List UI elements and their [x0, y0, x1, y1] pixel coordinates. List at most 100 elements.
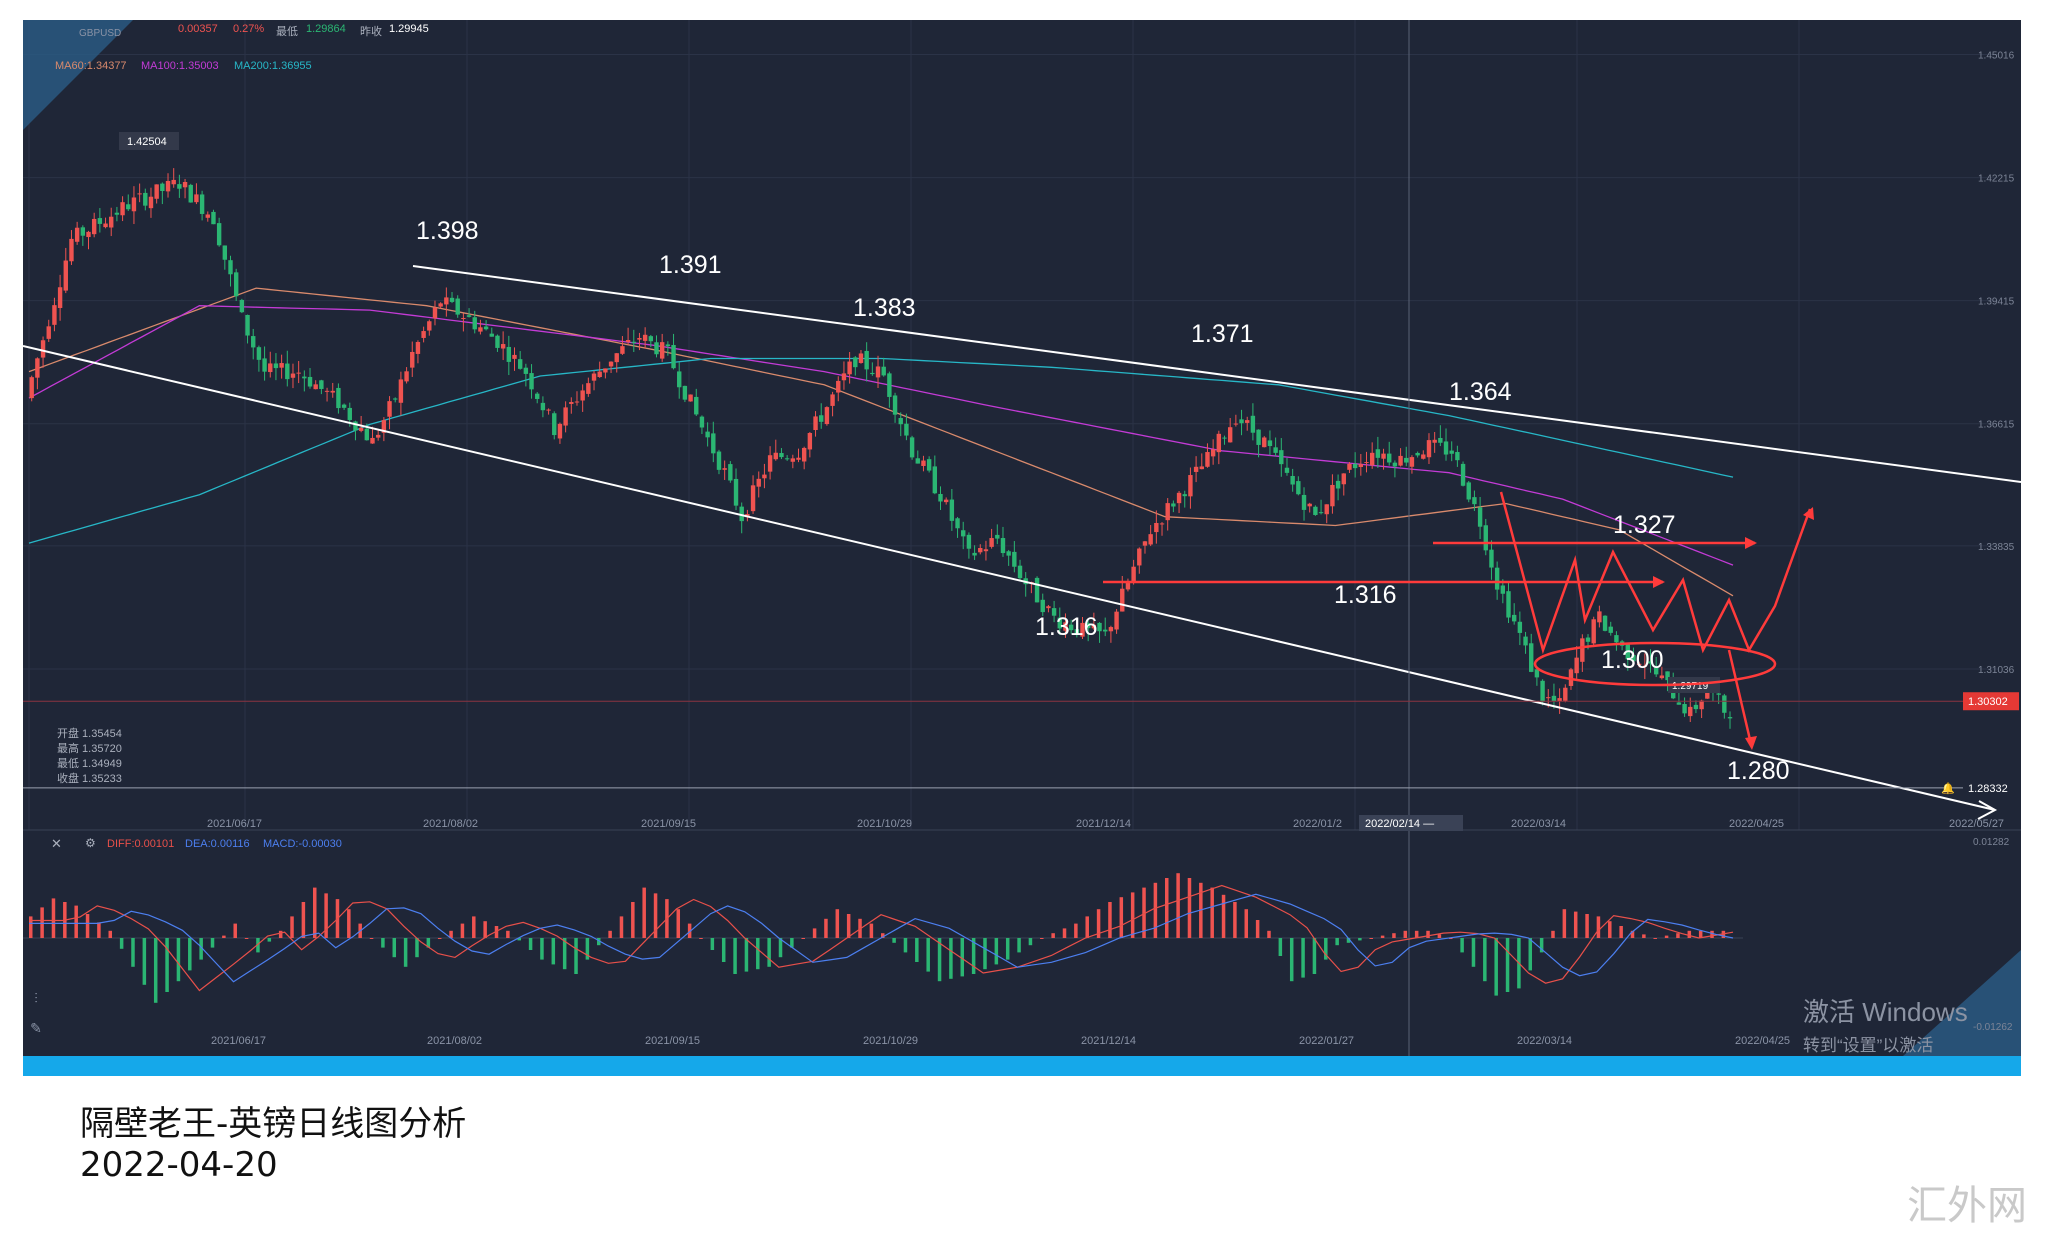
candle-body	[483, 326, 489, 330]
candle-body	[1665, 671, 1670, 681]
candle-body	[273, 363, 279, 369]
candle-body	[228, 260, 233, 275]
candle-body	[1574, 657, 1579, 674]
y-tick-label: 1.36615	[1978, 420, 2015, 431]
candle-body	[489, 333, 494, 337]
ma60-legend: MA60:1.34377	[55, 60, 127, 72]
macd-bar	[131, 938, 135, 967]
close-icon[interactable]: ✕	[51, 836, 62, 851]
macd-bar	[40, 907, 44, 938]
macd-bar	[1676, 933, 1680, 938]
candle-body	[307, 376, 313, 387]
candle-body	[410, 351, 415, 368]
candle-body	[1142, 541, 1148, 546]
candle-body	[529, 373, 534, 390]
candle-body	[80, 227, 86, 236]
chart-canvas[interactable]: 1.45016 1.42215 1.39415 1.36615 1.33835 1.310…	[23, 20, 2021, 1076]
candle-body	[574, 401, 580, 403]
macd-bar	[699, 938, 703, 939]
candle-body	[597, 371, 602, 378]
candle-body	[648, 336, 654, 342]
candle-body	[353, 421, 358, 431]
high-marker-label: 1.42504	[127, 136, 167, 148]
candle-body	[517, 359, 523, 369]
candle-body	[1705, 689, 1710, 699]
candle-body	[756, 478, 761, 487]
macd-bar	[1380, 935, 1385, 938]
symbol-label: GBPUSD	[79, 28, 122, 39]
candle-body	[393, 398, 398, 400]
candle-body	[177, 184, 182, 189]
candle-body	[1006, 551, 1011, 556]
candle-body	[1233, 423, 1239, 425]
macd-bar	[176, 938, 181, 982]
candle-body	[336, 387, 341, 409]
bottom-bar	[23, 1056, 2021, 1076]
candle-body	[478, 327, 483, 332]
candle-body	[892, 395, 898, 415]
candle-body	[1591, 619, 1596, 644]
candle-body	[1511, 614, 1517, 622]
macd-bar	[937, 938, 942, 982]
candle-body	[1216, 433, 1222, 453]
candle-body	[836, 380, 841, 393]
candle-body	[1500, 585, 1506, 594]
macd-bar	[1176, 873, 1180, 938]
indicator-tool-icon[interactable]: ⫶	[34, 990, 38, 1006]
macd-x-tick-label: 2021/09/15	[645, 1035, 700, 1047]
ohlc-open: 开盘 1.35454	[57, 728, 122, 740]
candle-body	[875, 366, 881, 378]
macd-bar	[744, 938, 749, 972]
arrow-head-down	[1745, 736, 1757, 750]
candle-body	[1676, 702, 1682, 705]
candle-body	[1358, 464, 1364, 467]
macd-bar	[108, 930, 113, 938]
candle-body	[1563, 687, 1568, 701]
channel-arrow-head	[1977, 800, 1998, 820]
candle-body	[921, 460, 926, 466]
macd-bar	[517, 938, 521, 941]
macd-bar	[278, 930, 283, 938]
candle-body	[1443, 441, 1449, 455]
candle-body	[961, 530, 966, 537]
macd-bar	[188, 938, 192, 971]
candle-body	[381, 420, 387, 433]
caption-title: 隔壁老王-英镑日线图分析	[80, 1104, 467, 1144]
price-path-projection	[1499, 491, 1812, 655]
candle-body	[109, 216, 114, 228]
settings-icon[interactable]: ⚙	[85, 836, 96, 850]
candle-body	[1074, 629, 1080, 635]
candle-body	[722, 468, 727, 470]
candle-body	[1421, 454, 1426, 459]
macd-bar	[29, 916, 33, 938]
candle-body	[1432, 439, 1437, 443]
macd-bar	[642, 887, 646, 938]
candle-body	[188, 184, 193, 203]
chart-panel[interactable]: 1.45016 1.42215 1.39415 1.36615 1.33835 1.310…	[23, 20, 2021, 1076]
candle-body	[1494, 567, 1500, 590]
x-tick-label: 2022/03/14	[1511, 818, 1566, 830]
candle-body	[728, 464, 733, 481]
candle-body	[1614, 635, 1619, 643]
candle-body	[74, 227, 80, 242]
macd-bar	[1233, 902, 1237, 938]
candle-body	[1245, 420, 1250, 423]
candle-body	[1688, 706, 1693, 717]
macd-bar	[1165, 878, 1169, 938]
macd-bar	[574, 938, 578, 974]
candle-body	[216, 223, 222, 246]
draw-tool-icon[interactable]: ✎	[30, 1020, 42, 1036]
macd-dea-legend: DEA:0.00116	[185, 838, 250, 850]
support-ellipse	[1533, 641, 1777, 687]
candle-body	[682, 385, 688, 400]
macd-bar	[1062, 928, 1067, 938]
macd-bar	[1324, 938, 1328, 960]
macd-bar	[1278, 938, 1283, 956]
candle-body	[1012, 551, 1017, 567]
level-label-1316: 1.316	[1035, 613, 1098, 641]
candle-body	[983, 549, 989, 552]
macd-bar	[1426, 930, 1430, 938]
candle-body	[1307, 503, 1312, 507]
channel-lower-line	[23, 345, 1996, 811]
x-tick-label: 2022/04/25	[1729, 818, 1784, 830]
